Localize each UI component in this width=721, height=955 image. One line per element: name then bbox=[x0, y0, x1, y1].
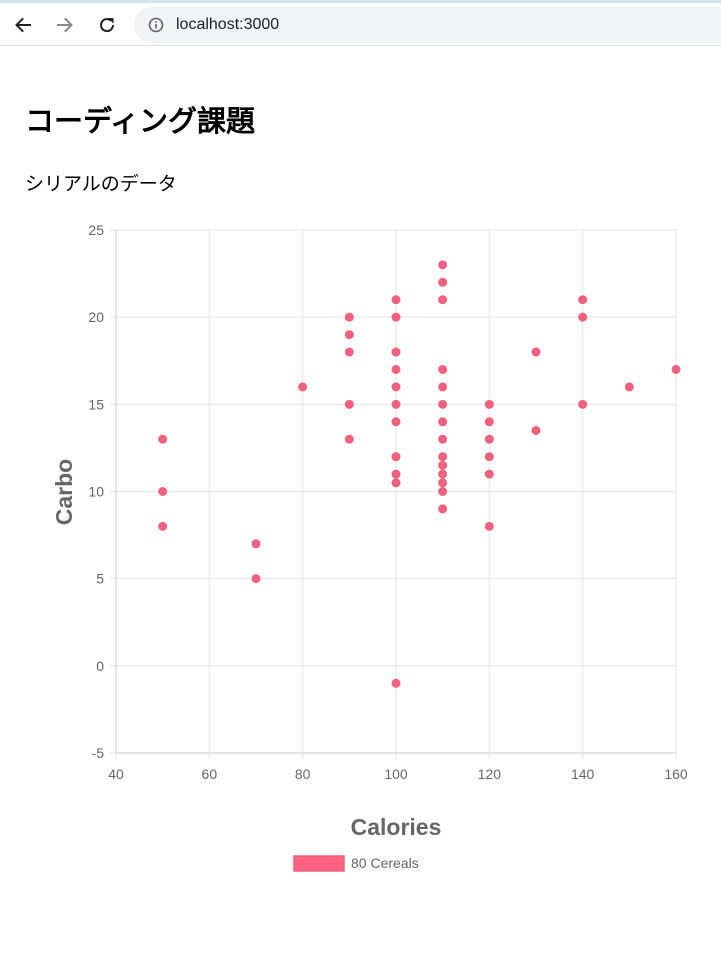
back-button[interactable] bbox=[8, 10, 38, 40]
forward-button[interactable] bbox=[50, 10, 80, 40]
y-tick-label: 5 bbox=[96, 571, 104, 587]
browser-toolbar: localhost:3000 bbox=[0, 0, 721, 46]
data-point[interactable] bbox=[484, 452, 494, 462]
data-point[interactable] bbox=[158, 521, 168, 531]
info-icon[interactable] bbox=[148, 17, 164, 33]
url-text[interactable]: localhost:3000 bbox=[176, 16, 280, 33]
x-tick-label: 160 bbox=[664, 766, 688, 782]
data-point[interactable] bbox=[438, 504, 448, 514]
data-point[interactable] bbox=[344, 347, 354, 357]
data-point[interactable] bbox=[391, 452, 401, 462]
y-axis-title: Carbo bbox=[51, 459, 77, 525]
data-point[interactable] bbox=[438, 364, 448, 374]
data-point[interactable] bbox=[391, 295, 401, 305]
data-point[interactable] bbox=[624, 382, 634, 392]
arrow-right-icon bbox=[57, 17, 73, 33]
data-point[interactable] bbox=[438, 452, 448, 462]
data-point[interactable] bbox=[578, 312, 588, 322]
grid-lines bbox=[110, 229, 677, 759]
x-tick-label: 140 bbox=[571, 766, 595, 782]
y-tick-label: 15 bbox=[88, 396, 104, 412]
data-point[interactable] bbox=[298, 382, 308, 392]
data-point[interactable] bbox=[158, 434, 168, 444]
data-point[interactable] bbox=[438, 460, 448, 470]
data-point[interactable] bbox=[251, 539, 261, 549]
data-points bbox=[158, 260, 681, 688]
data-point[interactable] bbox=[391, 399, 401, 409]
data-point[interactable] bbox=[391, 478, 401, 488]
data-point[interactable] bbox=[578, 399, 588, 409]
page-title: コーディング課題 bbox=[25, 104, 255, 138]
legend-label[interactable]: 80 Cereals bbox=[351, 855, 419, 871]
data-point[interactable] bbox=[438, 277, 448, 287]
data-point[interactable] bbox=[671, 364, 681, 374]
page-subtitle: シリアルのデータ bbox=[25, 173, 177, 195]
data-point[interactable] bbox=[251, 574, 261, 584]
data-point[interactable] bbox=[158, 487, 168, 496]
data-point[interactable] bbox=[438, 295, 448, 305]
data-point[interactable] bbox=[578, 295, 588, 305]
y-tick-label: 20 bbox=[88, 309, 104, 325]
data-point[interactable] bbox=[344, 312, 354, 322]
data-point[interactable] bbox=[391, 347, 401, 357]
data-point[interactable] bbox=[531, 347, 541, 357]
data-point[interactable] bbox=[344, 330, 354, 340]
data-point[interactable] bbox=[391, 382, 401, 392]
data-point[interactable] bbox=[484, 434, 494, 444]
data-point[interactable] bbox=[391, 364, 401, 374]
data-point[interactable] bbox=[438, 399, 448, 409]
y-tick-label: -5 bbox=[92, 745, 105, 761]
x-tick-label: 60 bbox=[202, 766, 218, 782]
data-point[interactable] bbox=[484, 399, 494, 409]
x-tick-label: 100 bbox=[384, 766, 408, 782]
x-axis-title: Calories bbox=[351, 814, 442, 840]
x-tick-label: 40 bbox=[108, 766, 124, 782]
data-point[interactable] bbox=[531, 425, 541, 435]
data-point[interactable] bbox=[438, 478, 448, 488]
data-point[interactable] bbox=[391, 678, 401, 688]
x-tick-label: 120 bbox=[478, 766, 502, 782]
data-point[interactable] bbox=[484, 417, 494, 427]
y-tick-label: 0 bbox=[96, 658, 104, 674]
data-point[interactable] bbox=[438, 434, 448, 444]
reload-icon bbox=[100, 18, 115, 33]
axes: 40 60 80 100 120 140 160 -5 0 5 10 15 20 25 bbox=[88, 222, 687, 782]
data-point[interactable] bbox=[344, 434, 354, 444]
data-point[interactable] bbox=[438, 382, 448, 392]
reload-button[interactable] bbox=[92, 10, 122, 40]
arrow-left-icon bbox=[15, 17, 31, 33]
y-tick-label: 10 bbox=[88, 484, 104, 500]
data-point[interactable] bbox=[391, 312, 401, 322]
legend[interactable]: 80 Cereals bbox=[293, 855, 419, 872]
data-point[interactable] bbox=[391, 417, 401, 427]
address-bar[interactable]: localhost:3000 bbox=[134, 7, 721, 43]
legend-swatch[interactable] bbox=[293, 855, 345, 872]
data-point[interactable] bbox=[391, 469, 401, 479]
data-point[interactable] bbox=[344, 399, 354, 409]
data-point[interactable] bbox=[438, 260, 448, 270]
data-point[interactable] bbox=[438, 469, 448, 479]
y-tick-label: 25 bbox=[88, 222, 104, 238]
data-point[interactable] bbox=[484, 469, 494, 479]
data-point[interactable] bbox=[484, 521, 494, 531]
data-point[interactable] bbox=[438, 417, 448, 427]
x-tick-label: 80 bbox=[295, 766, 311, 782]
data-point[interactable] bbox=[438, 487, 448, 496]
